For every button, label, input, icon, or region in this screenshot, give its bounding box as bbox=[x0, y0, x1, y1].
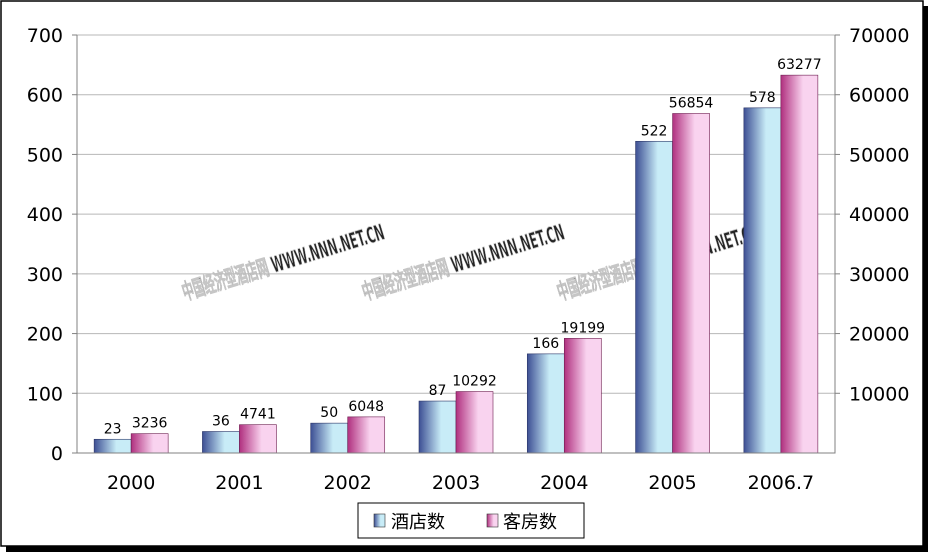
data-label-series-2: 19199 bbox=[561, 320, 606, 336]
legend-swatch-series-2 bbox=[486, 513, 499, 528]
y-left-tick-label: 700 bbox=[27, 25, 63, 47]
y-right-tick-label: 20000 bbox=[849, 324, 909, 346]
bar-series-2 bbox=[347, 416, 386, 454]
bar-series-1 bbox=[202, 431, 240, 454]
legend: 酒店数 客房数 bbox=[357, 502, 585, 539]
legend-label-series-2: 客房数 bbox=[503, 512, 557, 533]
x-tick-label: 2006.7 bbox=[748, 472, 814, 494]
y-right-tick-label: 10000 bbox=[849, 383, 909, 405]
y-left-tick-label: 300 bbox=[27, 264, 63, 286]
bar-series-1 bbox=[93, 438, 132, 454]
data-label-series-1: 87 bbox=[429, 383, 447, 399]
y-right-tick-label: 30000 bbox=[849, 264, 909, 286]
data-label-series-1: 36 bbox=[212, 414, 230, 430]
y-right-tick-label: 50000 bbox=[849, 144, 909, 166]
bar-series-2 bbox=[780, 74, 819, 454]
x-tick-label: 2002 bbox=[324, 472, 372, 494]
x-tick-label: 2001 bbox=[215, 472, 263, 494]
bar-series-2 bbox=[455, 391, 494, 454]
bar-series-2 bbox=[563, 338, 602, 454]
x-tick-label: 2000 bbox=[107, 472, 155, 494]
legend-label-series-1: 酒店数 bbox=[391, 512, 445, 533]
bar-series-2 bbox=[239, 424, 277, 454]
x-tick-label: 2005 bbox=[648, 472, 696, 494]
y-left-tick-label: 100 bbox=[27, 383, 63, 405]
data-label-series-1: 166 bbox=[532, 336, 559, 352]
data-label-series-2: 56854 bbox=[669, 96, 714, 112]
y-left-tick-label: 200 bbox=[27, 324, 63, 346]
data-label-series-2: 6048 bbox=[348, 399, 384, 415]
bar-series-1 bbox=[526, 353, 565, 454]
bar-series-2 bbox=[130, 433, 169, 454]
axes: 0 100 200 300 400 500 600 700 10000 20000 30000 400… bbox=[27, 25, 910, 494]
data-label-series-1: 522 bbox=[641, 123, 668, 139]
y-left-tick-label: 500 bbox=[27, 144, 63, 166]
bar-series-1 bbox=[418, 400, 457, 454]
data-label-series-2: 10292 bbox=[452, 374, 497, 390]
y-left-tick-label: 600 bbox=[27, 85, 63, 107]
bars bbox=[93, 74, 819, 454]
data-label-series-2: 3236 bbox=[132, 416, 168, 432]
y-right-tick-label: 40000 bbox=[849, 204, 909, 226]
bar-series-1 bbox=[635, 140, 673, 454]
data-label-series-1: 23 bbox=[104, 421, 122, 437]
bar-series-1 bbox=[743, 107, 782, 454]
data-label-series-1: 50 bbox=[320, 405, 338, 421]
bar-series-1 bbox=[310, 422, 349, 454]
y-left-tick-label: 0 bbox=[51, 443, 63, 465]
y-right-tick-label: 60000 bbox=[849, 85, 909, 107]
data-label-series-2: 63277 bbox=[777, 57, 822, 73]
x-tick-label: 2004 bbox=[540, 472, 588, 494]
legend-swatch-series-1 bbox=[373, 513, 386, 528]
data-label-series-2: 4741 bbox=[240, 407, 276, 423]
y-left-tick-label: 400 bbox=[27, 204, 63, 226]
y-right-tick-label: 70000 bbox=[849, 25, 909, 47]
legend-box bbox=[357, 502, 585, 539]
x-tick-label: 2003 bbox=[432, 472, 480, 494]
data-label-series-1: 578 bbox=[749, 90, 776, 106]
bar-series-2 bbox=[672, 113, 710, 454]
